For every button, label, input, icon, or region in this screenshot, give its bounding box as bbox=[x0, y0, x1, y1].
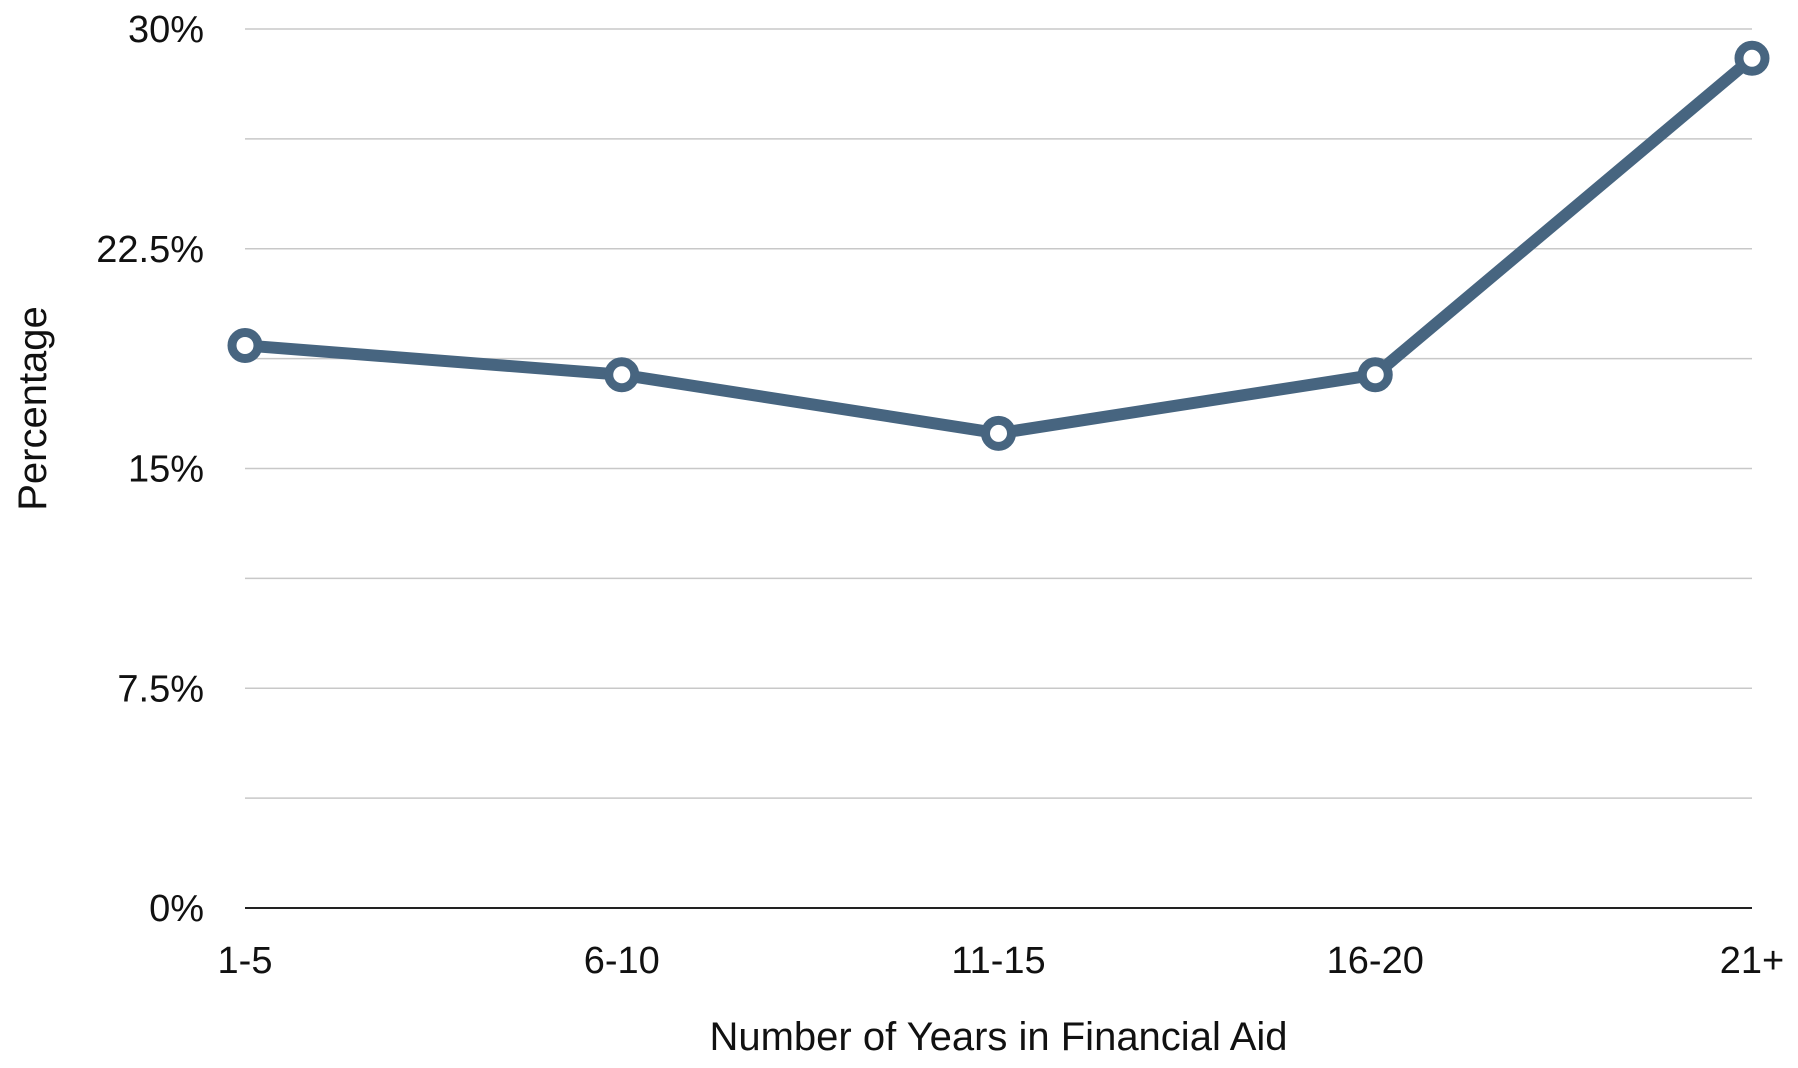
data-point bbox=[1734, 40, 1770, 76]
data-point bbox=[227, 327, 263, 363]
x-tick-label: 11-15 bbox=[951, 940, 1045, 982]
gridlines bbox=[245, 28, 1752, 799]
y-axis-title: Percentage bbox=[11, 306, 55, 511]
series-group bbox=[227, 40, 1770, 451]
x-tick-label: 21+ bbox=[1720, 940, 1784, 982]
x-tick-label: 16-20 bbox=[1327, 940, 1424, 982]
y-axis-ticks: 0% 7.5% 15% 22.5% 30% bbox=[96, 9, 204, 930]
x-axis-title: Number of Years in Financial Aid bbox=[709, 1015, 1287, 1059]
x-tick-label: 6-10 bbox=[584, 940, 660, 982]
data-point bbox=[604, 357, 640, 393]
y-tick-label: 30% bbox=[128, 9, 204, 51]
data-point bbox=[1357, 357, 1393, 393]
y-tick-label: 0% bbox=[149, 888, 204, 930]
series-line bbox=[239, 52, 1758, 440]
x-tick-label: 1-5 bbox=[218, 940, 273, 982]
x-axis-ticks: 1-5 6-10 11-15 16-20 21+ bbox=[218, 940, 1785, 982]
y-tick-label: 15% bbox=[128, 449, 204, 491]
y-tick-label: 7.5% bbox=[117, 668, 204, 710]
data-point bbox=[981, 415, 1016, 451]
y-tick-label: 22.5% bbox=[96, 229, 204, 271]
